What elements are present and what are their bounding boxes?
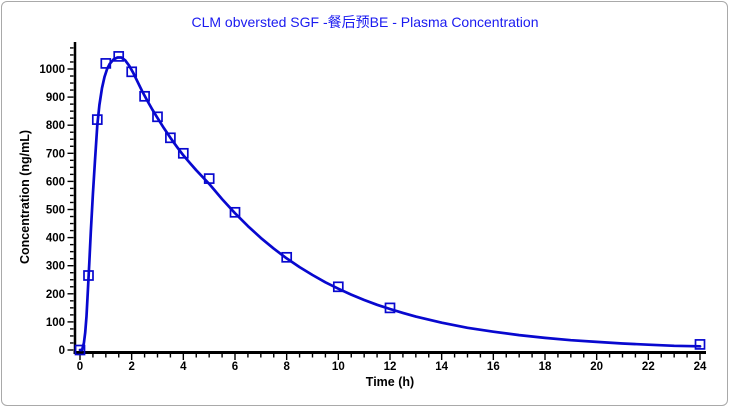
x-tick-label: 12 [384, 361, 397, 373]
y-tick-label: 0 [59, 345, 65, 357]
x-tick-label: 14 [435, 361, 448, 373]
observed-point [177, 147, 189, 159]
x-tick-label: 8 [283, 361, 290, 373]
x-tick-label: 6 [232, 361, 238, 373]
y-tick-labels: 0 100 200 300 400 500 600 700 800 900 1000 [39, 64, 65, 357]
y-tick-label: 900 [46, 92, 65, 104]
y-tick-label: 500 [46, 205, 65, 217]
y-tick-label: 100 [46, 317, 65, 329]
x-tick-label: 0 [77, 361, 83, 373]
y-tick-label: 1000 [39, 64, 65, 76]
observed-point [100, 58, 112, 69]
observed-point [165, 132, 176, 144]
observed-point [113, 51, 125, 62]
observed-point [281, 251, 293, 263]
observed-points [74, 51, 706, 356]
x-tick-label: 4 [180, 361, 187, 373]
predicted-curve [78, 56, 702, 352]
observed-point [83, 270, 94, 281]
x-tick-label: 10 [332, 361, 345, 373]
x-axis-ticks [79, 354, 701, 360]
x-tick-labels: 0 2 4 6 8 10 12 14 16 18 20 22 24 [77, 361, 707, 373]
y-tick-label: 800 [46, 120, 65, 132]
y-tick-label: 600 [46, 176, 65, 188]
observed-point [229, 206, 241, 218]
chart-title: CLM obversted SGF -餐后预BE - Plasma Concen… [191, 14, 538, 30]
observed-point [126, 66, 138, 78]
observed-point [74, 344, 86, 356]
x-tick-label: 20 [590, 361, 603, 373]
observed-point [332, 281, 344, 293]
observed-point [152, 111, 163, 123]
axis-spines [73, 42, 706, 354]
observed-point [203, 173, 215, 184]
x-axis-title: Time (h) [366, 375, 414, 389]
x-tick-label: 2 [128, 361, 134, 373]
observed-point [91, 114, 103, 125]
y-tick-label: 700 [46, 148, 65, 160]
x-tick-label: 24 [694, 361, 707, 373]
y-tick-label: 300 [46, 261, 65, 273]
observed-point [139, 90, 150, 102]
y-tick-label: 400 [46, 233, 65, 245]
x-tick-label: 18 [539, 361, 552, 373]
y-axis-ticks [67, 47, 74, 351]
observed-point [384, 302, 396, 314]
plot-area: 0 2 4 6 8 10 12 14 16 18 20 22 240100200300400500600… [39, 42, 707, 373]
y-axis-title: Concentration (ng/mL) [18, 130, 32, 264]
x-tick-label: 22 [642, 361, 655, 373]
x-tick-label: 16 [487, 361, 500, 373]
observed-point [694, 339, 706, 350]
y-tick-label: 200 [46, 289, 65, 301]
